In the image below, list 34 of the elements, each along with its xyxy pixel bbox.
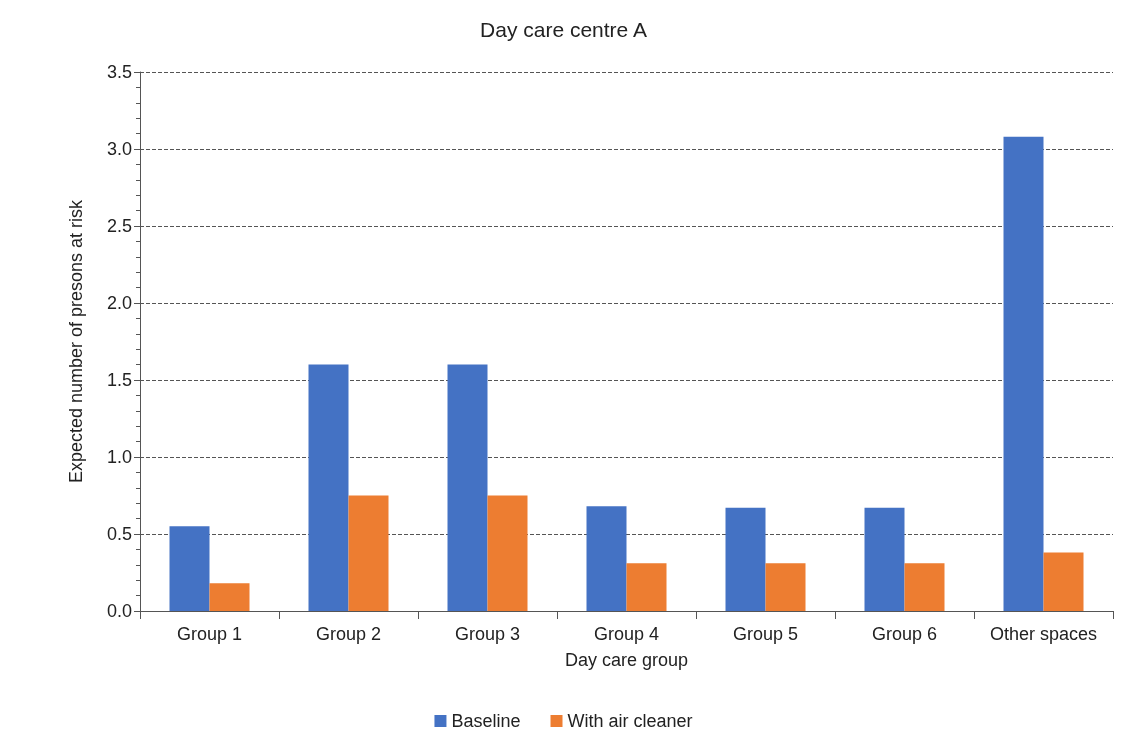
y-tick-label: 1.0 — [106, 447, 132, 467]
bar — [904, 563, 945, 611]
bar — [586, 506, 627, 611]
x-tick-label: Other spaces — [989, 624, 1098, 644]
y-axis-title: Expected number of presons at risk — [66, 198, 86, 484]
y-tick-label: 0.0 — [106, 601, 132, 621]
y-tick-label: 2.0 — [106, 293, 132, 313]
bar — [308, 364, 349, 611]
legend-label: Baseline — [451, 711, 521, 731]
x-tick-label: Group 2 — [315, 624, 382, 644]
bar — [209, 583, 250, 611]
y-tick-label: 3.0 — [106, 139, 132, 159]
x-axis-title: Day care group — [564, 650, 689, 670]
x-tick-label: Group 5 — [732, 624, 799, 644]
legend-label: With air cleaner — [567, 711, 693, 731]
bar — [1043, 552, 1084, 611]
chart-title: Day care centre A — [480, 18, 647, 41]
bar — [487, 495, 528, 611]
bar — [864, 507, 905, 611]
y-tick-label: 2.5 — [106, 216, 132, 236]
bar — [1003, 136, 1044, 611]
x-tick-label: Group 6 — [871, 624, 938, 644]
bar — [765, 563, 806, 611]
y-tick-label: 0.5 — [106, 524, 132, 544]
bar — [348, 495, 389, 611]
x-tick-label: Group 4 — [593, 624, 660, 644]
y-tick-label: 3.5 — [106, 62, 132, 82]
bar — [169, 526, 210, 611]
bar — [447, 364, 488, 611]
bar — [626, 563, 667, 611]
bar — [725, 507, 766, 611]
x-tick-label: Group 3 — [454, 624, 521, 644]
x-tick-label: Group 1 — [176, 624, 243, 644]
y-tick-label: 1.5 — [106, 370, 132, 390]
